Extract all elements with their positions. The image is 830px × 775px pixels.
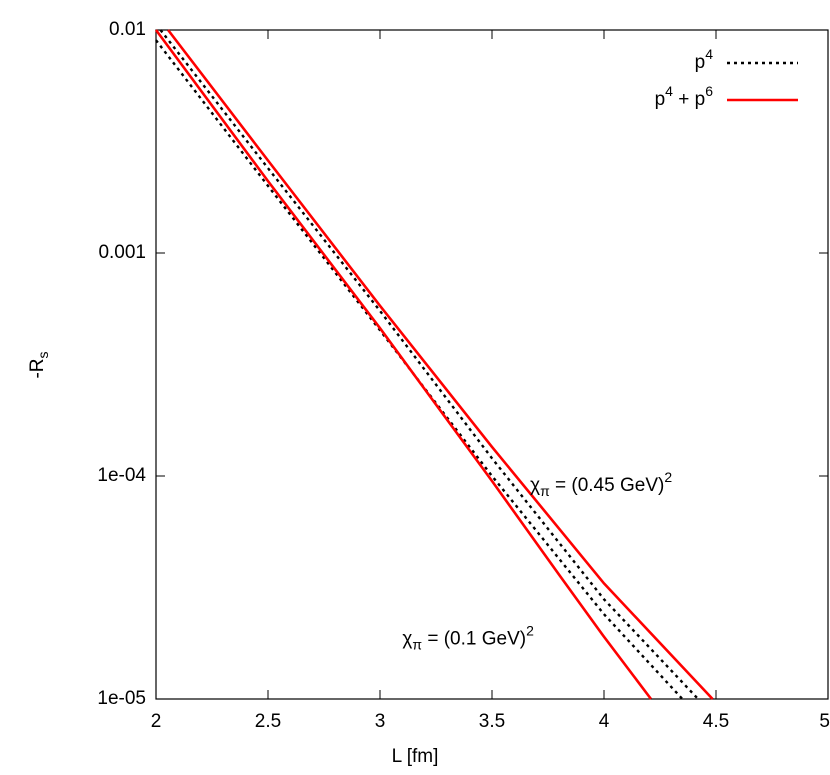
annotation: χπ = (0.1 GeV)2 (402, 622, 534, 652)
x-tick-label: 5 (819, 711, 830, 732)
series-line (154, 29, 653, 700)
x-tick-label: 3 (375, 711, 386, 732)
x-tick-label: 2.5 (255, 711, 281, 732)
legend-label: p4 + p6 (655, 83, 714, 110)
y-tick-label: 0.001 (98, 242, 146, 263)
y-tick-label: 0.01 (109, 19, 146, 40)
x-tick-label: 4 (599, 711, 610, 732)
x-tick-label: 4.5 (703, 711, 729, 732)
plot-frame (155, 29, 829, 700)
x-axis-label: L [fm] (392, 746, 439, 767)
series-line (159, 29, 699, 700)
y-tick-label: 1e-05 (97, 688, 146, 709)
y-tick-label: 1e-04 (97, 465, 146, 486)
legend-label: p4 (695, 46, 714, 73)
series-line (167, 29, 714, 700)
y-axis-label: -Rs (27, 351, 51, 378)
x-tick-label: 3.5 (479, 711, 505, 732)
annotation: χπ = (0.45 GeV)2 (530, 469, 672, 499)
x-tick-label: 2 (151, 711, 162, 732)
